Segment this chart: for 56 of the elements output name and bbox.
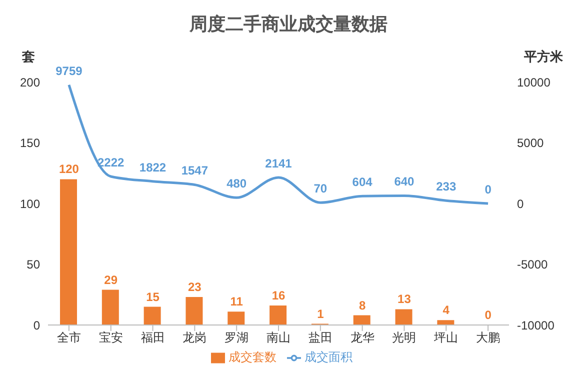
y-tick-label: 0 (33, 318, 40, 332)
bar (353, 315, 370, 325)
data-label: 4 (442, 303, 450, 318)
legend-label: 成交套数 (228, 350, 276, 364)
data-label: 1822 (139, 160, 166, 174)
data-label: 70 (314, 182, 328, 196)
bar (144, 306, 161, 325)
data-label: 16 (272, 288, 286, 303)
x-tick-label: 大鹏 (476, 330, 500, 345)
data-label: 640 (394, 174, 415, 189)
bar (186, 297, 203, 325)
x-tick-label: 光明 (392, 330, 416, 345)
bar (228, 312, 245, 325)
legend-label: 成交面积 (304, 350, 352, 364)
y2-axis-title: 平方米 (524, 48, 563, 66)
y-tick-label: 100 (20, 196, 40, 211)
data-label: 0 (484, 182, 492, 196)
y2-tick-label: -5000 (517, 258, 548, 272)
bar (60, 179, 77, 325)
data-label: 23 (188, 280, 202, 294)
y-tick-label: 150 (20, 136, 40, 150)
x-tick-label: 龙岗 (182, 330, 207, 345)
y2-tick-label: 10000 (517, 75, 551, 90)
data-label: 604 (352, 175, 373, 190)
bar (437, 320, 454, 325)
y-tick-label: 50 (26, 258, 40, 272)
bar (270, 306, 287, 325)
x-tick-label: 坪山 (433, 330, 458, 345)
data-label: 233 (436, 180, 456, 194)
data-label: 29 (104, 272, 118, 287)
x-tick-label: 罗湖 (224, 330, 249, 345)
data-label: 15 (146, 290, 160, 304)
y2-tick-label: -10000 (517, 318, 555, 332)
data-label: 13 (398, 292, 412, 306)
x-tick-label: 全市 (56, 330, 81, 345)
bar (395, 309, 412, 325)
y2-tick-label: 5000 (517, 136, 544, 150)
y-tick-label: 200 (20, 75, 40, 90)
data-label: 480 (226, 176, 247, 191)
bar (102, 290, 119, 325)
x-tick-label: 宝安 (98, 330, 123, 345)
data-label: 11 (230, 294, 244, 309)
x-tick-label: 龙华 (350, 330, 374, 345)
chart-title: 周度二手商业成交量数据 (188, 13, 388, 36)
data-label: 1 (317, 306, 324, 321)
data-label: 0 (484, 308, 492, 322)
x-tick-label: 盐田 (308, 330, 332, 345)
data-label: 1547 (181, 164, 208, 178)
x-tick-label: 福田 (140, 330, 165, 345)
data-label: 120 (58, 162, 80, 176)
y-axis-title: 套 (22, 48, 35, 66)
x-tick-label: 南山 (266, 330, 290, 345)
data-label: 2141 (265, 156, 292, 170)
data-label: 9759 (56, 64, 83, 78)
y2-tick-label: 0 (517, 196, 524, 211)
data-label: 8 (358, 298, 366, 312)
